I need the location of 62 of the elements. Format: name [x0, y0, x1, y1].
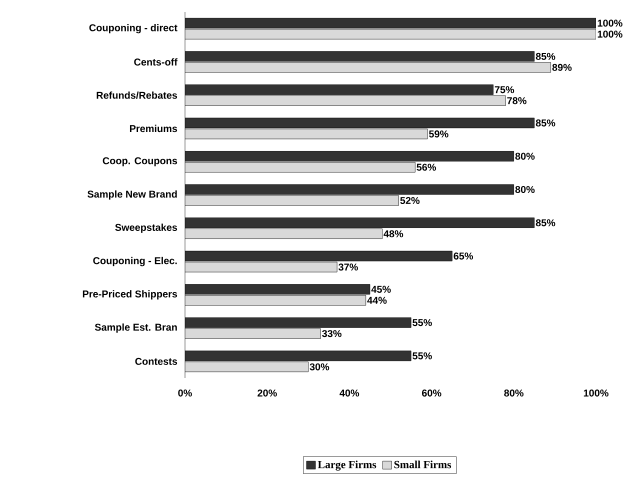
data-label: 100% — [598, 30, 622, 38]
bar — [185, 328, 321, 339]
data-label: 80% — [515, 186, 535, 194]
bar — [185, 84, 494, 95]
bar — [185, 62, 551, 73]
bar — [185, 218, 535, 228]
data-label: 85% — [536, 52, 556, 60]
y-tick-label: Premiums — [130, 124, 178, 132]
y-tick-label: Couponing - direct — [89, 24, 178, 34]
data-label: 89% — [552, 64, 572, 71]
bar — [185, 228, 382, 239]
bar — [185, 362, 308, 372]
y-tick-label: Refunds/Rebates — [96, 91, 178, 99]
data-label: 45% — [371, 286, 391, 293]
bar — [185, 128, 428, 140]
data-label: 56% — [416, 164, 436, 171]
bar — [185, 28, 596, 40]
data-label: 44% — [367, 296, 387, 304]
bar — [185, 350, 412, 362]
bar — [185, 95, 506, 106]
data-label: 59% — [429, 130, 448, 138]
y-tick-label: Contests — [135, 358, 178, 365]
y-tick-label: Sample New Brand — [88, 190, 177, 200]
bar — [185, 118, 535, 128]
y-tick-label: Coop. Coupons — [102, 157, 178, 166]
data-label: 85% — [536, 219, 556, 226]
data-label: 85% — [536, 119, 556, 126]
legend-label: Large Firms — [318, 460, 376, 471]
y-tick-label: Sweepstakes — [115, 224, 178, 233]
data-label: 55% — [412, 319, 432, 326]
x-tick-label: 0% — [178, 390, 192, 397]
data-label: 75% — [494, 86, 514, 94]
data-label: 30% — [310, 363, 330, 370]
bar — [185, 18, 596, 28]
x-tick-label: 20% — [258, 390, 277, 397]
x-tick-label: 60% — [422, 390, 442, 397]
legend-label: Small Firms — [394, 460, 452, 468]
data-label: 37% — [338, 264, 358, 271]
y-tick-label: Pre-Priced Shippers — [82, 290, 178, 300]
x-tick-label: 80% — [504, 390, 524, 397]
data-label: 65% — [454, 252, 474, 260]
data-label: 55% — [412, 352, 432, 360]
y-tick-label: Sample Est. Bran — [94, 323, 177, 333]
bar — [185, 317, 412, 328]
y-tick-label: Cents-off — [134, 58, 178, 66]
data-label: 33% — [322, 330, 342, 338]
bar — [185, 195, 399, 206]
x-tick-label: 100% — [584, 390, 608, 397]
x-tick-label: 40% — [340, 390, 360, 397]
data-label: 80% — [515, 152, 535, 160]
bar — [185, 151, 514, 162]
bar — [185, 284, 370, 295]
data-label: 52% — [400, 196, 420, 204]
data-label: 100% — [598, 20, 622, 27]
bar — [185, 184, 514, 195]
y-tick-label: Couponing - Elec. — [93, 256, 177, 266]
bar — [185, 295, 366, 306]
bar — [185, 51, 535, 62]
data-label: 48% — [384, 230, 404, 238]
bar — [185, 162, 416, 172]
bar — [185, 250, 452, 262]
data-label: 78% — [507, 97, 526, 104]
